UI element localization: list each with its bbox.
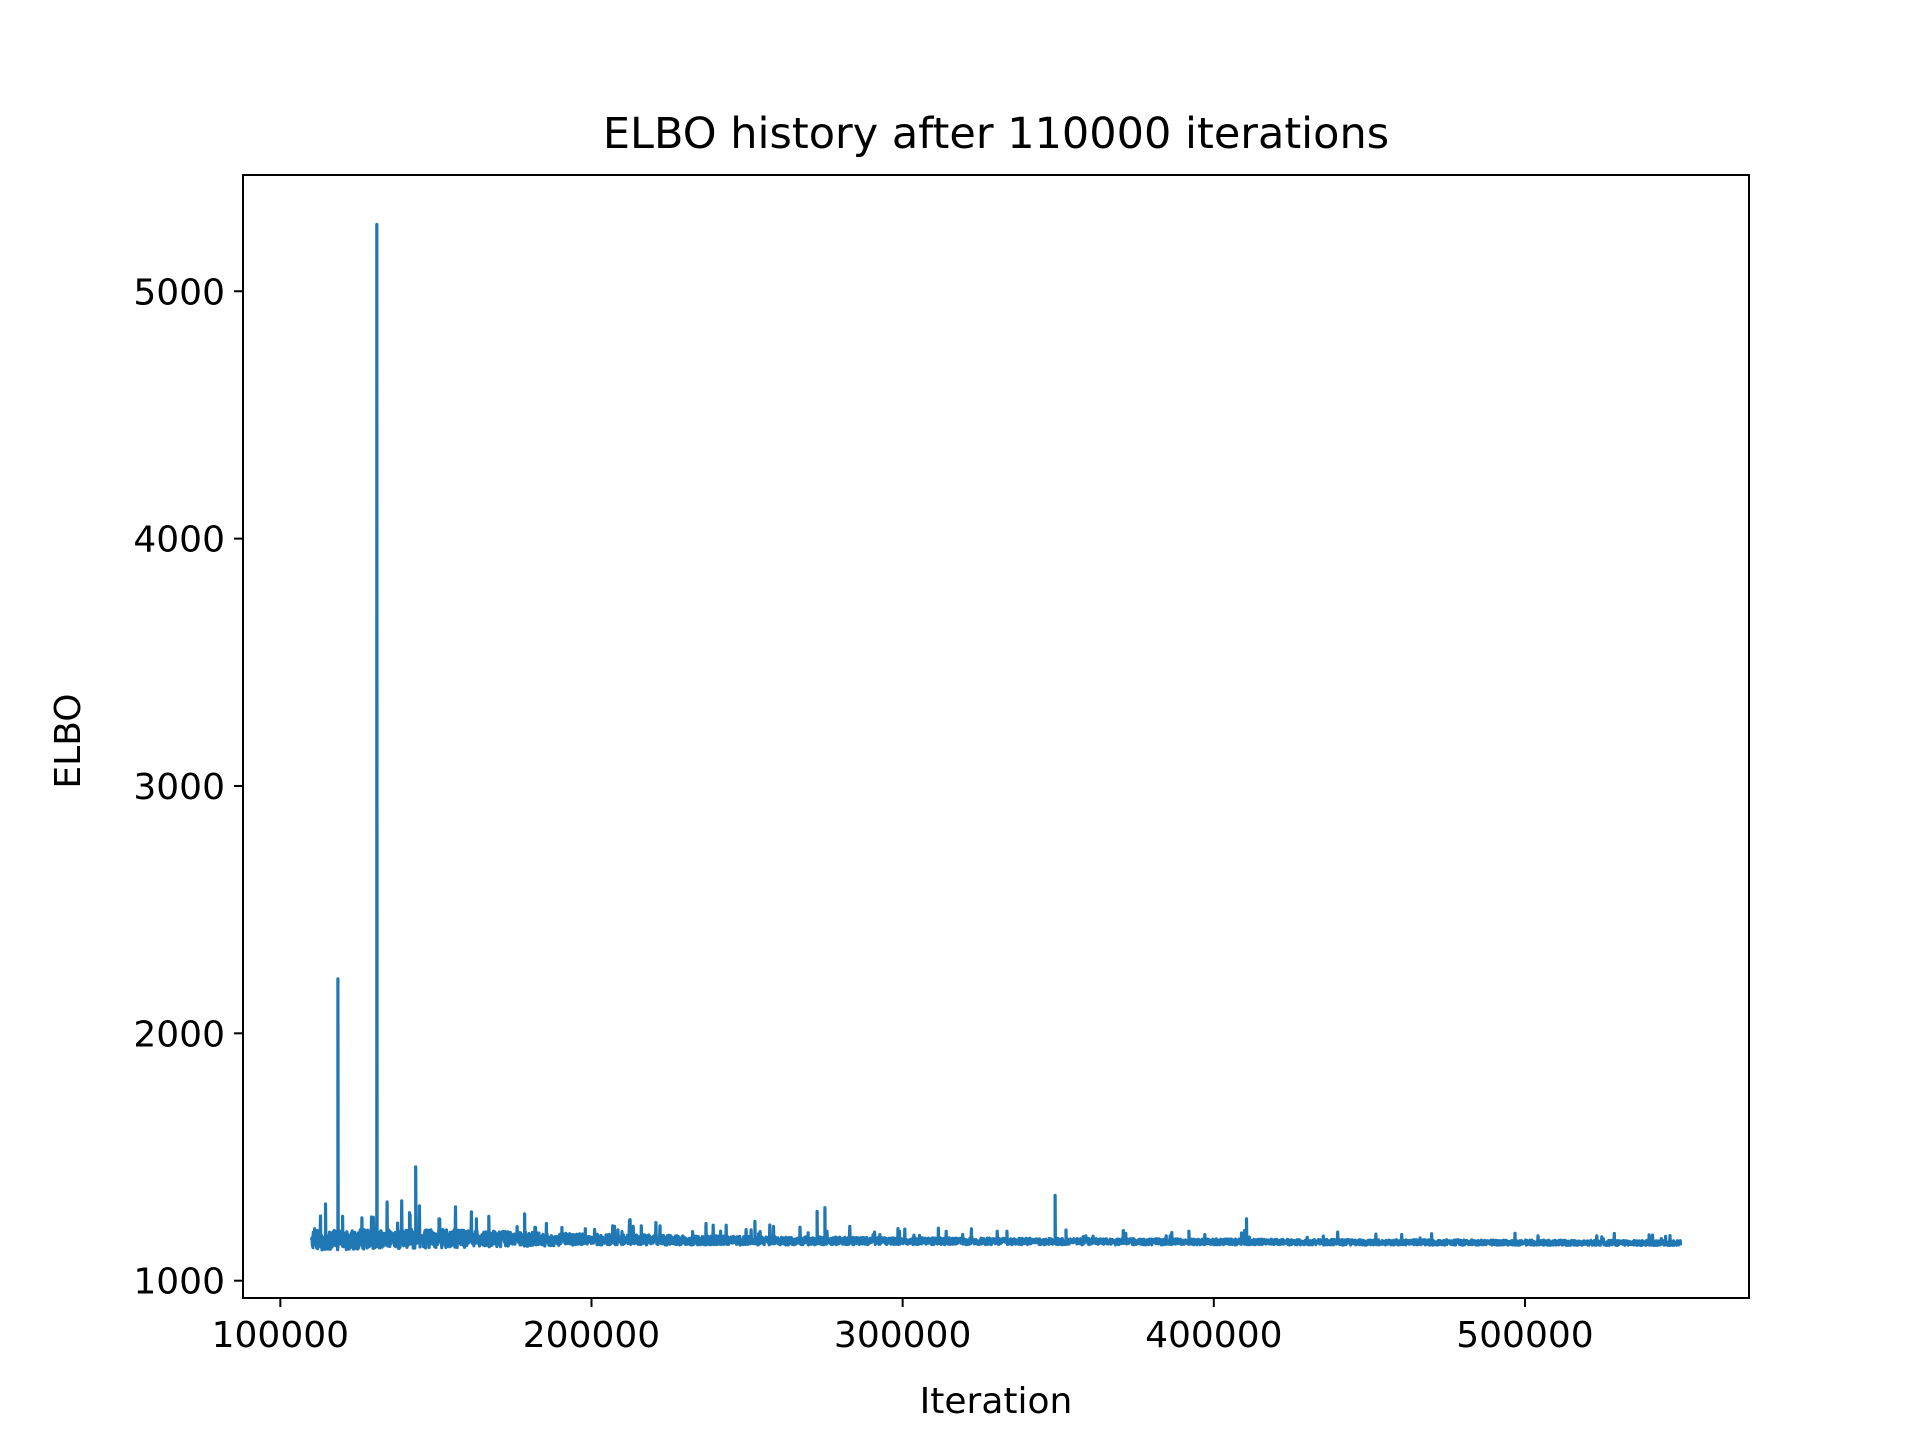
y-axis-title: ELBO (48, 693, 89, 788)
y-tick-label: 2000 (133, 1014, 225, 1055)
x-tick-label: 100000 (212, 1315, 349, 1356)
y-tick-label: 4000 (133, 520, 225, 561)
series-line (309, 222, 1683, 1252)
x-tick-label: 400000 (1145, 1315, 1282, 1356)
chart-title: ELBO history after 110000 iterations (603, 109, 1389, 159)
x-axis-title: Iteration (920, 1381, 1073, 1422)
y-tick-label: 1000 (133, 1262, 225, 1303)
y-axis-ticks: 1000 2000 3000 4000 5000 (133, 272, 243, 1303)
y-tick-label: 3000 (133, 767, 225, 808)
x-tick-label: 200000 (523, 1315, 660, 1356)
y-tick-label: 5000 (133, 272, 225, 313)
series-layer (309, 222, 1683, 1252)
x-tick-label: 500000 (1456, 1315, 1593, 1356)
x-axis-ticks: 100000 200000 300000 400000 500000 (212, 1298, 1594, 1356)
x-tick-label: 300000 (834, 1315, 971, 1356)
plot-frame (242, 174, 1750, 1299)
